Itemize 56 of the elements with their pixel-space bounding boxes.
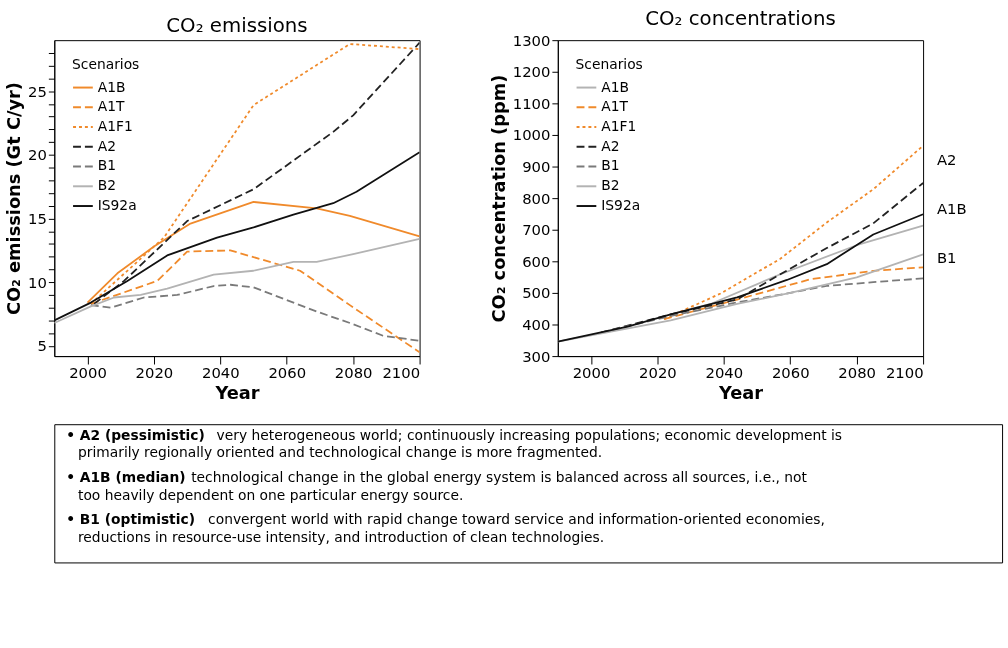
text: • A2 (pessimistic) very heterogeneous world; continuously increasing populations; economic development is primarily regionally oriented and technological change is more fragmented. xyxy=(66,426,843,461)
legend-label: A2 xyxy=(97,137,116,154)
legend-label: B2 xyxy=(97,177,117,194)
y-tick-label: 800 xyxy=(522,189,551,207)
legend-label: A1B xyxy=(601,78,629,95)
chart-title: CO₂ concentrations xyxy=(645,7,836,31)
y-axis-title: CO₂ concentration (ppm) xyxy=(488,74,509,323)
legend-label: A1T xyxy=(97,98,125,115)
y-tick-label: 500 xyxy=(522,284,551,302)
text: • B1 (optimistic) convergent world with rapid change toward service and information-oriented economies, reductions in resource-use intensity, and introduction of clean technologies. xyxy=(66,511,825,545)
text: • A1B (median) technological change in the global energy system is balanced across all sources, i.e., not too heavily dependent on one particular energy source. xyxy=(66,468,808,503)
legend-label: B1 xyxy=(97,157,117,174)
y-tick-label: 1200 xyxy=(512,63,551,81)
y-tick-label: 900 xyxy=(522,157,551,175)
x-tick-label: 2000 xyxy=(572,364,611,382)
legend-label: A2 xyxy=(601,137,620,154)
chart-title: CO₂ emissions xyxy=(166,14,308,38)
x-tick-label: 2060 xyxy=(268,364,307,382)
y-tick-label: 600 xyxy=(522,252,551,270)
y-tick-label: 1100 xyxy=(512,94,551,112)
y-tick-label: 300 xyxy=(522,347,551,365)
x-axis-title: Year xyxy=(717,383,764,404)
legend-label: A1B xyxy=(97,78,126,95)
y-tick-label: 1000 xyxy=(512,126,551,144)
y-tick-label: 400 xyxy=(522,315,551,333)
x-tick-label: 2020 xyxy=(639,364,677,382)
x-tick-label: 2100 xyxy=(382,364,421,382)
legend-label: B2 xyxy=(601,177,620,194)
y-tick-label: 15 xyxy=(28,209,47,227)
legend-label: A1T xyxy=(601,98,629,115)
y-tick-label: 25 xyxy=(28,82,47,100)
x-tick-label: 2080 xyxy=(334,364,373,382)
text: A2 xyxy=(936,150,957,168)
text: B1 xyxy=(936,249,957,267)
x-axis-title: Year xyxy=(214,383,260,404)
y-axis-title: CO₂ emissions (Gt C/yr) xyxy=(4,82,25,316)
legend-title: Scenarios xyxy=(575,55,643,72)
legend-label: IS92a xyxy=(601,196,641,213)
x-tick-label: 2000 xyxy=(69,364,107,382)
legend-label: IS92a xyxy=(97,196,137,213)
y-tick-label: 20 xyxy=(28,146,47,164)
text: A1B xyxy=(936,199,967,217)
legend-label: A1F1 xyxy=(97,118,133,134)
x-tick-label: 2100 xyxy=(885,364,924,382)
x-tick-label: 2040 xyxy=(705,364,744,382)
y-tick-label: 10 xyxy=(28,273,47,291)
y-tick-label: 5 xyxy=(37,337,47,355)
legend-label: A1F1 xyxy=(601,118,637,134)
y-tick-label: 1300 xyxy=(512,31,551,49)
x-tick-label: 2020 xyxy=(135,364,174,382)
x-tick-label: 2040 xyxy=(202,364,240,382)
legend-title: Scenarios xyxy=(72,55,140,72)
x-tick-label: 2080 xyxy=(838,364,877,382)
y-tick-label: 700 xyxy=(522,221,551,239)
legend-label: B1 xyxy=(601,157,620,174)
x-tick-label: 2060 xyxy=(771,364,810,382)
